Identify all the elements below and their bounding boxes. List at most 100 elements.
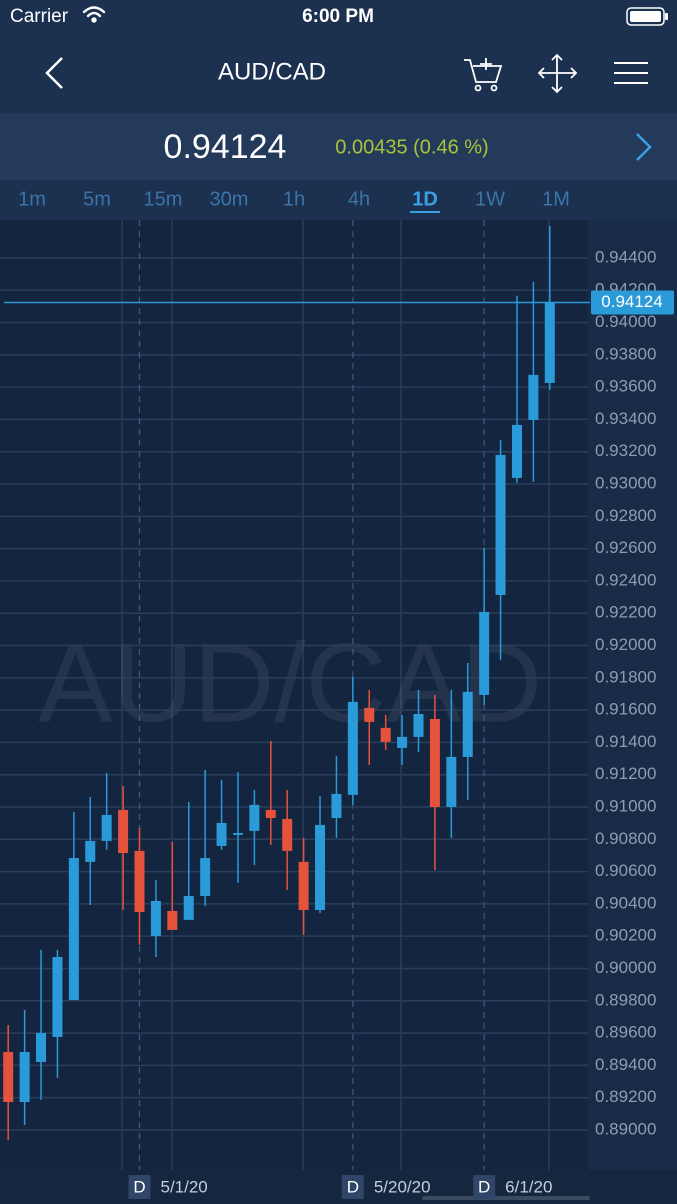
menu-button[interactable] [614,62,648,84]
candle-body [462,691,473,757]
date-badge-text: D [133,1177,145,1196]
candle-body [528,374,539,420]
y-tick-label: 0.92200 [595,603,656,622]
y-tick-label: 0.92400 [595,570,656,589]
y-tick-label: 0.92000 [595,635,656,654]
y-tick-label: 0.91200 [595,764,656,783]
battery-icon [626,7,668,26]
candle-body [216,822,227,846]
candle-body [298,861,309,911]
candle-body [134,850,145,912]
y-tick-label: 0.91400 [595,732,656,751]
timeframe-tab[interactable]: 1W [475,188,505,210]
cart-button[interactable] [464,58,503,92]
candle-body [36,1032,47,1062]
candle-body [19,1051,30,1103]
timeframe-tab[interactable]: 30m [210,188,249,210]
y-tick-label: 0.89600 [595,1023,656,1042]
y-tick-label: 0.93400 [595,409,656,428]
candle-body [167,910,178,930]
y-tick-label: 0.90800 [595,829,656,848]
candle-body [397,736,408,748]
move-button[interactable] [537,53,578,94]
timeframe-tab[interactable]: 1M [542,188,570,210]
candle-body [429,718,440,807]
candle-body [446,756,457,807]
date-badge [341,1175,364,1199]
y-tick-label: 0.89800 [595,990,656,1009]
wifi-icon [82,6,106,23]
nav-title: AUD/CAD [218,58,326,85]
candle-body [183,895,194,920]
quote-change: 0.00435 (0.46 %) [335,136,488,158]
candle-body [265,809,276,818]
candle-body [495,454,506,595]
candle-body [364,707,375,722]
quote-bar-bg [0,113,677,180]
timeframe-tab[interactable]: 4h [348,188,370,210]
timeframe-tab[interactable]: 15m [144,188,183,210]
y-tick-label: 0.94000 [595,312,656,331]
back-button[interactable] [45,57,63,89]
scrollbar [422,1196,590,1200]
date-badge [128,1175,151,1199]
quote-price: 0.94124 [164,128,287,166]
y-tick-label: 0.90400 [595,893,656,912]
candle-body [331,793,342,818]
y-tick-label: 0.90200 [595,926,656,945]
y-tick-label: 0.92600 [595,538,656,557]
timeframe-tab[interactable]: 1m [18,188,46,210]
y-tick-label: 0.91000 [595,796,656,815]
timeframe-bar-bg [0,180,677,220]
timeframe-tab-active[interactable]: 1D [412,188,438,210]
y-tick-label: 0.93000 [595,474,656,493]
x-tick-label: 6/1/20 [505,1177,552,1196]
candle-body [200,858,211,896]
clock: 6:00 PM [302,6,374,27]
chart-bg [0,220,588,1170]
y-tick-label: 0.93800 [595,344,656,363]
candle-body [544,302,555,383]
quote-detail-button[interactable] [636,133,652,161]
candle-body [479,611,490,695]
candle-body [249,804,260,831]
top-bar-bg [0,0,677,113]
y-tick-label: 0.92800 [595,506,656,525]
timeframe-tab[interactable]: 1h [283,188,305,210]
y-tick-label: 0.89000 [595,1119,656,1138]
y-tick-label: 0.90600 [595,861,656,880]
candle-body [3,1051,14,1103]
date-badge [473,1175,496,1199]
candle-body [85,840,96,862]
candle-body [118,809,129,854]
last-price-label: 0.94124 [601,292,662,311]
x-tick-label: 5/1/20 [161,1177,208,1196]
y-tick-label: 0.91600 [595,700,656,719]
y-tick-label: 0.90000 [595,958,656,977]
last-price-tag [591,290,674,315]
candle-body [232,832,243,835]
y-tick-label: 0.91800 [595,667,656,686]
watermark: AUD/CAD [38,621,542,746]
candle-body [511,424,522,478]
candle-body [101,814,112,841]
y-tick-label: 0.93200 [595,441,656,460]
timeframe-tab[interactable]: 5m [83,188,111,210]
x-tick-label: 5/20/20 [374,1177,431,1196]
y-tick-label: 0.94400 [595,247,656,266]
candle-body [68,858,79,1000]
candle-body [413,713,424,737]
carrier: Carrier [10,6,69,27]
price-axis-bg [588,220,677,1170]
y-tick-label: 0.93600 [595,377,656,396]
candle-body [347,701,358,795]
y-tick-label: 0.89400 [595,1055,656,1074]
y-tick-label: 0.89200 [595,1087,656,1106]
date-badge-text: D [347,1177,359,1196]
candle-body [380,727,391,742]
date-badge-text: D [478,1177,490,1196]
candle-body [315,824,326,911]
candle-body [52,957,63,1037]
candle-body [282,818,293,851]
